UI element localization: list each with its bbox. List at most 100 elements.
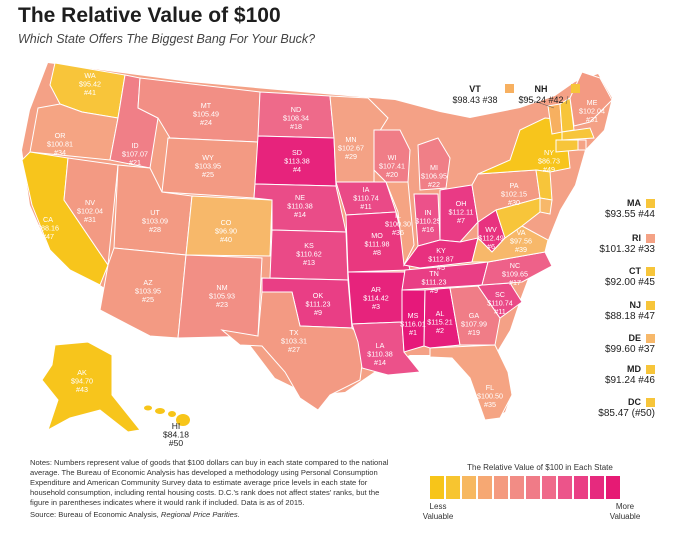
- label-ri-abbr: RI: [560, 233, 655, 244]
- state-label-wy-value: $103.95: [195, 162, 221, 171]
- state-label-wy-rank: #25: [202, 170, 214, 179]
- label-md-value: $91.24 #46: [604, 375, 655, 386]
- state-label-me-rank: #31: [586, 115, 598, 124]
- state-label-pa-value: $102.15: [501, 190, 527, 199]
- state-label-la-abbr: LA: [376, 341, 385, 350]
- state-label-ut-rank: #28: [149, 225, 161, 234]
- state-ct: [555, 139, 579, 153]
- state-label-ky-abbr: KY: [436, 246, 446, 255]
- state-label-id-abbr: ID: [131, 141, 138, 150]
- legend-high-label: More Valuable: [609, 502, 641, 521]
- state-label-ca-rank: #47: [42, 232, 54, 241]
- state-label-tn-abbr: TN: [429, 269, 439, 278]
- state-label-nv-value: $102.04: [77, 207, 103, 216]
- state-label-pa-abbr: PA: [509, 181, 518, 190]
- state-label-ks-rank: #13: [303, 258, 315, 267]
- legend-swatch: [478, 476, 492, 499]
- label-ma-abbr: MA: [560, 198, 655, 209]
- page-subtitle: Which State Offers The Biggest Bang For …: [18, 32, 316, 46]
- legend-swatch: [590, 476, 604, 499]
- state-label-nm-abbr: NM: [216, 283, 227, 292]
- state-label-nv-rank: #31: [84, 215, 96, 224]
- state-label-pa-rank: #30: [508, 198, 520, 207]
- legend-swatch: [462, 476, 476, 499]
- state-label-ms-rank: #1: [409, 328, 417, 337]
- state-label-nc-abbr: NC: [510, 261, 520, 270]
- state-label-va-abbr: VA: [516, 228, 525, 237]
- state-label-or-abbr: OR: [55, 131, 66, 140]
- state-label-fl-rank: #35: [484, 400, 496, 409]
- state-label-ky-rank: #5: [437, 263, 445, 272]
- state-label-il-abbr: IL: [395, 211, 401, 220]
- state-label-ok-value: $111.23: [306, 300, 331, 309]
- state-label-wi-abbr: WI: [388, 153, 397, 162]
- label-ct-value: $92.00 #45: [604, 277, 655, 288]
- state-label-ca-value: $88.16: [37, 224, 59, 233]
- state-label-wi-rank: #20: [386, 170, 398, 179]
- swatch-ma: [646, 199, 655, 209]
- state-label-mt-rank: #24: [200, 118, 212, 127]
- state-label-wv-abbr: WV: [485, 225, 497, 234]
- state-label-wa-rank: #41: [84, 88, 96, 97]
- state-me: [569, 71, 613, 127]
- state-label-sd-rank: #4: [293, 165, 301, 174]
- state-co: [185, 195, 273, 257]
- state-label-ks-value: $110.62: [296, 250, 321, 259]
- state-label-hi-rank: #50: [169, 438, 183, 448]
- label-de: DE $99.60 #37: [560, 333, 655, 355]
- state-label-ak-value: $94.70: [71, 377, 93, 386]
- label-md-abbr: MD: [560, 364, 655, 375]
- label-nj-abbr: NJ: [560, 300, 655, 311]
- state-label-az-rank: #25: [142, 295, 154, 304]
- swatch-md: [646, 365, 655, 375]
- state-label-ar-rank: #3: [372, 302, 380, 311]
- state-label-co-rank: #40: [220, 235, 232, 244]
- state-label-il-rank: #36: [392, 228, 404, 237]
- state-ak: [41, 341, 141, 433]
- state-label-oh-value: $112.11: [449, 208, 474, 217]
- label-ma: MA $93.55 #44: [560, 198, 655, 220]
- label-nj: NJ $88.18 #47: [560, 300, 655, 322]
- state-label-ne-value: $110.38: [287, 202, 312, 211]
- state-label-il-value: $100.30: [385, 220, 411, 229]
- state-label-nd-abbr: ND: [291, 105, 301, 114]
- state-label-tx-value: $103.31: [281, 337, 307, 346]
- state-label-tx-abbr: TX: [289, 328, 298, 337]
- state-label-sd-value: $113.38: [284, 157, 309, 166]
- state-label-tx-rank: #27: [288, 345, 300, 354]
- state-label-la-value: $110.38: [367, 350, 392, 359]
- legend-swatch: [526, 476, 540, 499]
- state-label-ga-rank: #19: [468, 328, 480, 337]
- state-label-or-rank: #34: [54, 148, 66, 157]
- state-label-ms-abbr: MS: [408, 311, 419, 320]
- state-label-hi-value: $84.18: [163, 430, 189, 440]
- state-label-ca-abbr: CA: [43, 215, 53, 224]
- state-label-ia-rank: #11: [360, 202, 371, 211]
- state-label-ky-value: $112.87: [428, 255, 453, 264]
- notes-source: Source: Bureau of Economic Analysis, Reg…: [30, 510, 240, 519]
- state-label-ny-rank: #49: [543, 165, 555, 174]
- state-label-or-value: $100.81: [47, 140, 73, 149]
- state-label-me-abbr: ME: [587, 98, 598, 107]
- label-vt: VT $98.43 #38: [452, 84, 498, 105]
- state-label-wv-rank: #6: [487, 242, 495, 251]
- state-label-ak-abbr: AK: [77, 368, 87, 377]
- state-ky: [403, 237, 479, 269]
- state-mi: [417, 137, 451, 191]
- state-label-fl-abbr: FL: [486, 383, 494, 392]
- state-label-al-rank: #2: [436, 326, 444, 335]
- state-label-nm-value: $105.93: [209, 292, 235, 301]
- state-label-nc-rank: #17: [509, 278, 521, 287]
- state-label-mi-rank: #22: [428, 180, 440, 189]
- state-label-ga-abbr: GA: [469, 311, 480, 320]
- label-nh: NH $95.24 #42: [518, 84, 564, 105]
- state-label-sc-abbr: SC: [495, 290, 505, 299]
- legend-swatch: [494, 476, 508, 499]
- swatch-de: [646, 334, 655, 344]
- state-label-ga-value: $107.99: [461, 320, 487, 329]
- swatch-ri: [646, 234, 655, 244]
- state-label-nd-rank: #18: [290, 122, 302, 131]
- state-label-az-abbr: AZ: [143, 278, 153, 287]
- state-label-wa-value: $95.42: [79, 80, 101, 89]
- page-title: The Relative Value of $100: [18, 4, 281, 27]
